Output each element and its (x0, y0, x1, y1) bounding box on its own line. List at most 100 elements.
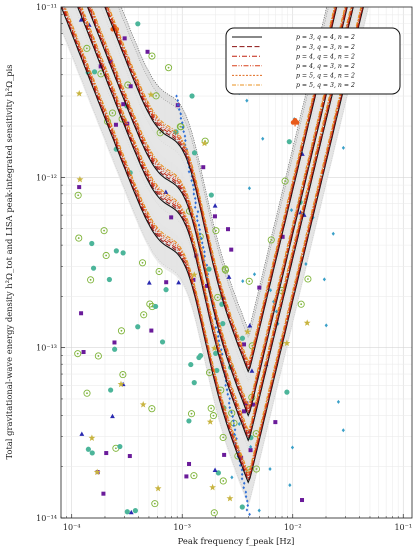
scatter-point-diamond (241, 279, 245, 284)
scatter-point-square (145, 49, 150, 54)
scatter-point-star (117, 380, 125, 388)
scatter-point-dot (117, 443, 123, 450)
plot-frame (60, 6, 413, 519)
scatter-point-ring (212, 227, 220, 235)
scatter-point-ring (117, 327, 125, 335)
scatter-point-ring (83, 44, 91, 52)
blue-trail-point (182, 130, 185, 134)
scatter-point-diamond (247, 186, 252, 191)
scatter-point-dot (213, 350, 219, 356)
scatter-point-dot (159, 339, 166, 345)
blue-trail-point (176, 98, 180, 103)
scatter-point-dot (124, 509, 130, 515)
y-tick-label: 10⁻¹¹ (36, 3, 57, 12)
scatter-point-diamond (290, 445, 295, 450)
scatter-point-ring-center (280, 289, 283, 292)
scatter-point-diamond (341, 428, 345, 433)
scatter-point-ring (87, 276, 95, 284)
series-curve (78, 7, 354, 440)
scatter-point-diamond (230, 475, 234, 480)
scatter-point-ring-center (210, 407, 213, 410)
scatter-point-diamond (237, 421, 241, 426)
legend-entry-label: p = 4, q = 4, n = 2 (296, 53, 355, 60)
scatter-point-diamond (268, 288, 273, 293)
scatter-point-diamond (341, 145, 345, 150)
scatter-point-triangle (176, 279, 181, 285)
x-tick-label: 10⁻² (284, 523, 302, 532)
scatter-point-ring-center (284, 180, 286, 182)
legend: p = 3, q = 4, n = 2 p = 3, q = 3, n = 2 p … (225, 27, 401, 95)
legend-entry-label: p = 5, q = 3, n = 2 (296, 82, 355, 89)
x-tick-label: 10⁻³ (173, 523, 191, 532)
scatter-point-ring-center (141, 261, 144, 264)
scatter-point-diamond (257, 508, 261, 513)
blue-trail-point (248, 512, 251, 516)
scatter-point-ring (138, 259, 147, 267)
scatter-point-ring (151, 500, 159, 508)
scatter-point-square (101, 491, 106, 496)
scatter-point-dot (106, 276, 112, 283)
y-tick-label: 10⁻¹² (36, 173, 57, 182)
scatter-point-square (184, 474, 189, 479)
scatter-point-ring-center (193, 474, 195, 477)
scatter-point-square (122, 36, 127, 41)
scatter-point-square (251, 402, 256, 407)
scatter-point-ring-center (120, 329, 123, 332)
scatter-point-star (147, 91, 155, 98)
scatter-point-ring (190, 472, 198, 480)
scatter-point-square (191, 277, 196, 282)
scatter-point-triangle (79, 431, 85, 436)
scatter-point-star (211, 344, 218, 352)
scatter-point-diamond (324, 323, 328, 328)
scatter-point-ring-center (208, 371, 211, 374)
scatter-point-ring-center (213, 511, 216, 514)
y-axis-title: Total gravitational-wave energy density … (4, 64, 15, 459)
scatter-point-dot (135, 324, 141, 330)
sensitivity-band (95, 7, 343, 396)
scatter-point-square (222, 452, 227, 457)
scatter-point-diamond (268, 466, 272, 471)
scatter-point-ring (152, 92, 160, 100)
scatter-point-diamond (274, 309, 279, 314)
legend-entry-label: p = 5, q = 4, n = 2 (296, 73, 355, 80)
scatter-point-dot (191, 150, 198, 156)
scatter-point-ring (297, 300, 305, 308)
scatter-point-ring (100, 227, 108, 235)
blue-trail-point (181, 125, 185, 129)
scatter-point-ring-center (270, 239, 273, 241)
blue-trail-point (228, 405, 232, 410)
series-curve (90, 7, 346, 409)
scatter-point-dot (197, 353, 204, 359)
scatter-point-dot (89, 240, 95, 247)
scatter-point-triangle (146, 280, 152, 285)
blue-trail-point (196, 219, 199, 223)
scatter-point-ring (146, 300, 154, 308)
series-curve (80, 7, 352, 434)
scatter-point-triangle (249, 368, 255, 373)
scatter-point-diamond (322, 277, 326, 282)
scatter-point-star (209, 483, 216, 491)
blue-trail-point (244, 494, 248, 499)
scatter-point-triangle (78, 17, 84, 22)
scatter-point-dot (89, 450, 95, 456)
scatter-point-square (169, 215, 174, 220)
scatter-point-ring-center (89, 278, 92, 281)
scatter-point-ring-center (199, 235, 202, 238)
scatter-point-ring (74, 350, 82, 358)
scatter-point-dot (208, 192, 214, 198)
scatter-point-dot (206, 266, 212, 272)
blue-trail-point (218, 343, 221, 347)
scatter-point-dot (220, 321, 226, 327)
scatter-point-ring (140, 311, 148, 319)
blue-trail-point (238, 463, 242, 468)
scatter-point-square (205, 283, 210, 288)
blue-trail-point (240, 472, 244, 476)
scatter-point-star (139, 401, 147, 408)
scatter-point-triangle (128, 509, 134, 515)
blue-trail-point (246, 503, 250, 508)
scatter-point-ring (187, 410, 196, 418)
scatter-point-ring (148, 405, 156, 413)
blue-trail-point (177, 107, 181, 112)
blue-trail-point (203, 250, 206, 254)
blue-trail-point (193, 205, 197, 209)
